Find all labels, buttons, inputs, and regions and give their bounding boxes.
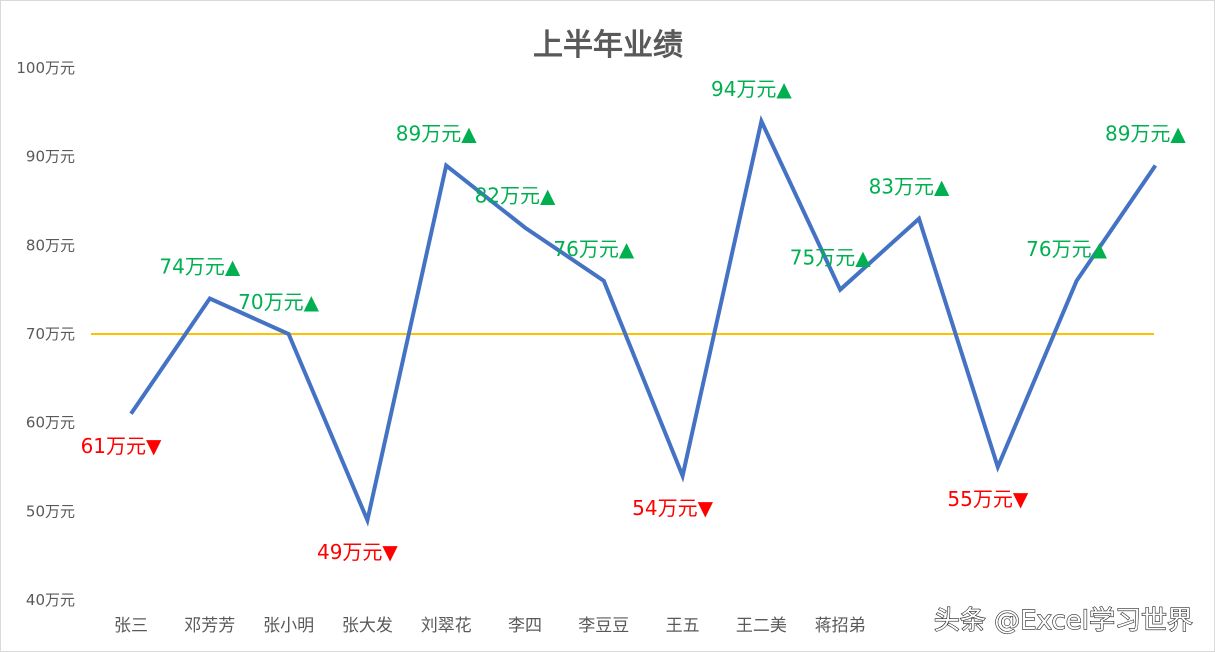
data-label: 82万元▲ <box>475 184 556 208</box>
x-tick-label: 张小明 <box>263 616 314 636</box>
x-tick-label: 刘翠花 <box>421 616 472 636</box>
data-label: 89万元▲ <box>1105 122 1186 146</box>
x-axis: 张三 邓芳芳 张小明 张大发 刘翠花 李四 李豆豆 王五 王二美 蒋招弟 <box>114 616 866 636</box>
data-label: 49万元▼ <box>317 540 398 564</box>
data-label: 61万元▼ <box>81 434 162 458</box>
y-tick-label: 100万元 <box>16 59 75 77</box>
data-label: 83万元▲ <box>869 175 950 199</box>
x-tick-label: 王五 <box>666 616 700 636</box>
y-tick-label: 70万元 <box>26 325 75 343</box>
x-tick-label: 邓芳芳 <box>184 616 235 636</box>
data-label: 70万元▲ <box>238 290 319 314</box>
x-tick-label: 王二美 <box>736 616 787 636</box>
x-tick-label: 李四 <box>508 616 542 636</box>
watermark: 头条 @Excel学习世界 <box>934 606 1193 636</box>
x-tick-label: 李豆豆 <box>578 616 629 636</box>
data-labels: 61万元▼ 74万元▲ 70万元▲ 49万元▼ 89万元▲ 82万元▲ 76万元▲ 54万元▼… <box>81 77 1187 564</box>
x-tick-label: 张三 <box>114 616 148 636</box>
y-tick-label: 90万元 <box>26 148 75 166</box>
y-tick-label: 40万元 <box>26 591 75 609</box>
y-tick-label: 60万元 <box>26 414 75 432</box>
chart-title: 上半年业绩 <box>533 28 683 63</box>
data-label: 76万元▲ <box>553 237 634 261</box>
data-label: 54万元▼ <box>632 496 713 520</box>
y-tick-label: 50万元 <box>26 502 75 520</box>
data-label: 94万元▲ <box>711 77 792 101</box>
data-label: 89万元▲ <box>396 122 477 146</box>
y-tick-label: 80万元 <box>26 236 75 254</box>
y-axis: 40万元 50万元 60万元 70万元 80万元 90万元 100万元 <box>16 59 75 609</box>
x-tick-label: 蒋招弟 <box>815 616 866 636</box>
series-line <box>129 115 1158 527</box>
x-tick-label: 张大发 <box>342 616 393 636</box>
data-label: 74万元▲ <box>159 255 240 279</box>
data-label: 75万元▲ <box>790 246 871 270</box>
data-label: 55万元▼ <box>947 487 1028 511</box>
data-label: 76万元▲ <box>1026 237 1107 261</box>
